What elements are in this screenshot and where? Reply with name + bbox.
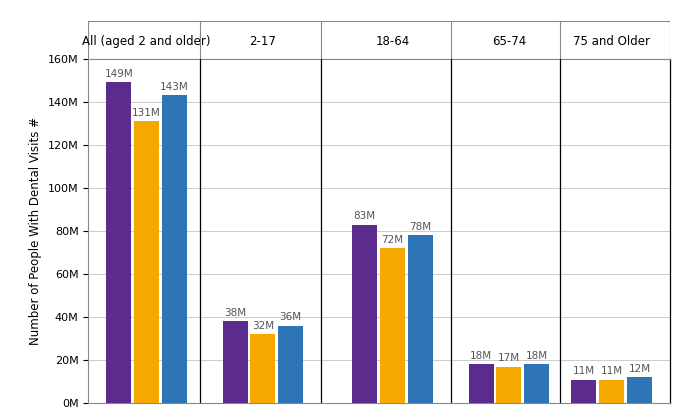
Text: 36M: 36M <box>279 312 302 323</box>
Bar <box>524 365 549 403</box>
Bar <box>571 380 596 403</box>
Text: 131M: 131M <box>132 108 161 118</box>
Text: 32M: 32M <box>252 321 274 331</box>
Bar <box>162 95 187 403</box>
Text: 143M: 143M <box>160 82 188 92</box>
Bar <box>627 377 652 403</box>
Text: 75 and Older: 75 and Older <box>573 35 650 48</box>
Text: 2-17: 2-17 <box>250 35 276 48</box>
Bar <box>222 321 248 403</box>
Text: 11M: 11M <box>573 366 595 376</box>
Text: 72M: 72M <box>381 235 403 245</box>
Bar <box>380 248 405 403</box>
Bar <box>106 82 131 403</box>
Bar <box>599 380 624 403</box>
Text: 65-74: 65-74 <box>492 35 526 48</box>
Bar <box>469 365 494 403</box>
Text: 11M: 11M <box>600 366 623 376</box>
Text: 83M: 83M <box>354 211 376 221</box>
Text: 17M: 17M <box>498 353 520 363</box>
Bar <box>408 235 432 403</box>
Bar <box>496 367 522 403</box>
Text: 78M: 78M <box>409 222 431 232</box>
Y-axis label: Number of People With Dental Visits #: Number of People With Dental Visits # <box>29 117 42 345</box>
Bar <box>278 326 303 403</box>
Text: 18-64: 18-64 <box>375 35 409 48</box>
Text: 12M: 12M <box>628 364 651 374</box>
Text: 18M: 18M <box>470 351 492 361</box>
Text: 38M: 38M <box>224 308 246 318</box>
Text: 18M: 18M <box>526 351 547 361</box>
Text: 149M: 149M <box>105 69 133 79</box>
Bar <box>352 225 377 403</box>
Bar <box>250 334 275 403</box>
Text: All (aged 2 and older): All (aged 2 and older) <box>82 35 211 48</box>
Bar <box>134 121 159 403</box>
